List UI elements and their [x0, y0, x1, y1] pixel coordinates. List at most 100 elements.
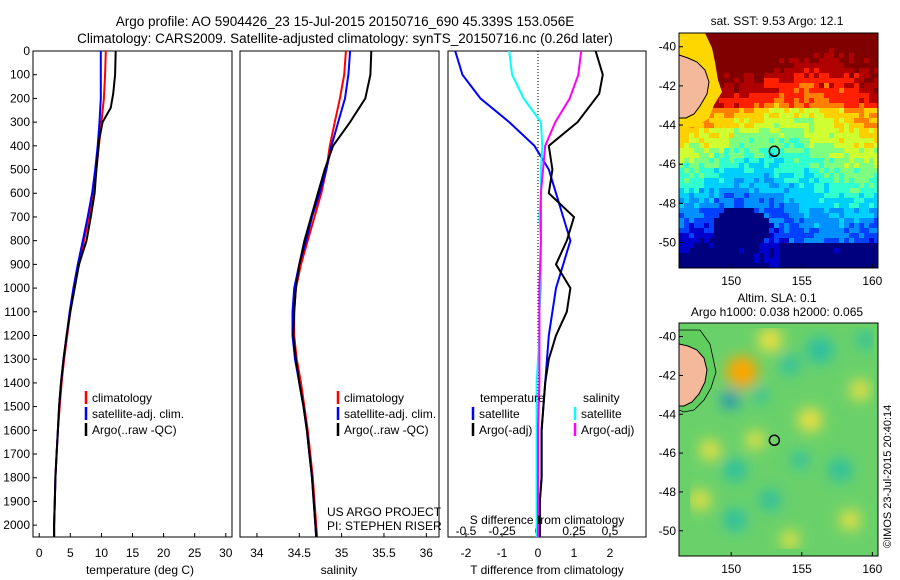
- figure-title-line2: Climatology: CARS2009. Satellite-adjuste…: [77, 31, 613, 46]
- sst-cell: [869, 133, 875, 139]
- sst-cell: [804, 153, 810, 159]
- sst-cell: [824, 213, 830, 219]
- sst-cell: [744, 178, 750, 184]
- sst-cell: [844, 118, 850, 124]
- sst-cell: [784, 153, 790, 159]
- sst-cell: [809, 88, 815, 94]
- sst-cell: [769, 33, 775, 39]
- sst-cell: [799, 113, 805, 119]
- sst-cell: [859, 263, 865, 268]
- temperature-x-label: temperature (deg C): [86, 563, 194, 577]
- sst-cell: [819, 123, 825, 129]
- sst-cell: [749, 188, 755, 194]
- sst-cell: [684, 178, 690, 184]
- sst-cell: [709, 118, 715, 124]
- sst-cell: [729, 153, 735, 159]
- sst-cell: [874, 208, 878, 214]
- depth-tick-label: 1400: [3, 376, 30, 390]
- sst-cell: [794, 223, 800, 229]
- sst-cell: [854, 68, 860, 74]
- sst-cell: [859, 238, 865, 244]
- sst-cell: [754, 213, 760, 219]
- sst-cell: [769, 148, 775, 154]
- sst-cell: [849, 93, 855, 99]
- sst-cell: [814, 43, 820, 49]
- sst-cell: [864, 153, 870, 159]
- sst-cell: [814, 58, 820, 64]
- sst-cell: [839, 58, 845, 64]
- sst-cell: [734, 163, 740, 169]
- sst-cell: [719, 208, 725, 214]
- sst-cell: [709, 263, 715, 268]
- sst-cell: [759, 128, 765, 134]
- sst-cell: [864, 93, 870, 99]
- sst-cell: [854, 248, 860, 254]
- sst-cell: [759, 103, 765, 109]
- sst-cell: [749, 43, 755, 49]
- sst-cell: [769, 223, 775, 229]
- x-tick-label: 36: [420, 546, 434, 560]
- sst-cell: [799, 213, 805, 219]
- sst-cell: [824, 223, 830, 229]
- sst-cell: [789, 33, 795, 39]
- sst-cell: [774, 123, 780, 129]
- sst-cell: [864, 73, 870, 79]
- sst-cell: [804, 123, 810, 129]
- latitude-tick-label: -48: [659, 196, 677, 210]
- sst-cell: [679, 183, 685, 189]
- sst-cell: [874, 263, 878, 268]
- sst-cell: [784, 158, 790, 164]
- sst-cell: [829, 128, 835, 134]
- sst-cell: [714, 143, 720, 149]
- sst-cell: [839, 203, 845, 209]
- sst-cell: [709, 253, 715, 259]
- sst-cell: [864, 218, 870, 224]
- sst-cell: [824, 103, 830, 109]
- difference-panel: -2 -1 0 1 2 -0.5 -0.25 0 0.25 0.5 T difference f…: [447, 50, 647, 577]
- sst-cell: [724, 248, 730, 254]
- sst-cell: [764, 248, 770, 254]
- sst-cell: [804, 248, 810, 254]
- sst-cell: [704, 183, 710, 189]
- sst-cell: [839, 148, 845, 154]
- sst-cell: [814, 148, 820, 154]
- sst-cell: [799, 138, 805, 144]
- sst-cell: [819, 88, 825, 94]
- sst-cell: [844, 128, 850, 134]
- sst-cell: [704, 223, 710, 229]
- sst-cell: [704, 148, 710, 154]
- sst-cell: [719, 188, 725, 194]
- sst-cell: [809, 108, 815, 114]
- sst-cell: [789, 183, 795, 189]
- sst-cell: [774, 78, 780, 84]
- sst-cell: [764, 108, 770, 114]
- sst-cell: [824, 53, 830, 59]
- longitude-tick-label: 155: [792, 562, 812, 576]
- sst-cell: [799, 148, 805, 154]
- sst-cell: [799, 133, 805, 139]
- sst-cell: [859, 178, 865, 184]
- sst-cell: [769, 238, 775, 244]
- sst-cell: [699, 253, 705, 259]
- sst-cell: [729, 223, 735, 229]
- sst-cell: [724, 168, 730, 174]
- sst-cell: [859, 223, 865, 229]
- sst-cell: [709, 238, 715, 244]
- sst-cell: [859, 173, 865, 179]
- sst-cell: [784, 173, 790, 179]
- sst-cell: [699, 133, 705, 139]
- sst-cell: [744, 193, 750, 199]
- sst-cell: [759, 53, 765, 59]
- sst-cell: [799, 103, 805, 109]
- sst-cell: [789, 103, 795, 109]
- sst-cell: [804, 113, 810, 119]
- sst-cell: [709, 148, 715, 154]
- sst-cell: [724, 98, 730, 104]
- sst-cell: [869, 68, 875, 74]
- sst-cell: [799, 78, 805, 84]
- sst-cell: [714, 138, 720, 144]
- sst-cell: [744, 108, 750, 114]
- sst-cell: [769, 233, 775, 239]
- sst-cell: [739, 138, 745, 144]
- sst-map-frame: [678, 32, 879, 269]
